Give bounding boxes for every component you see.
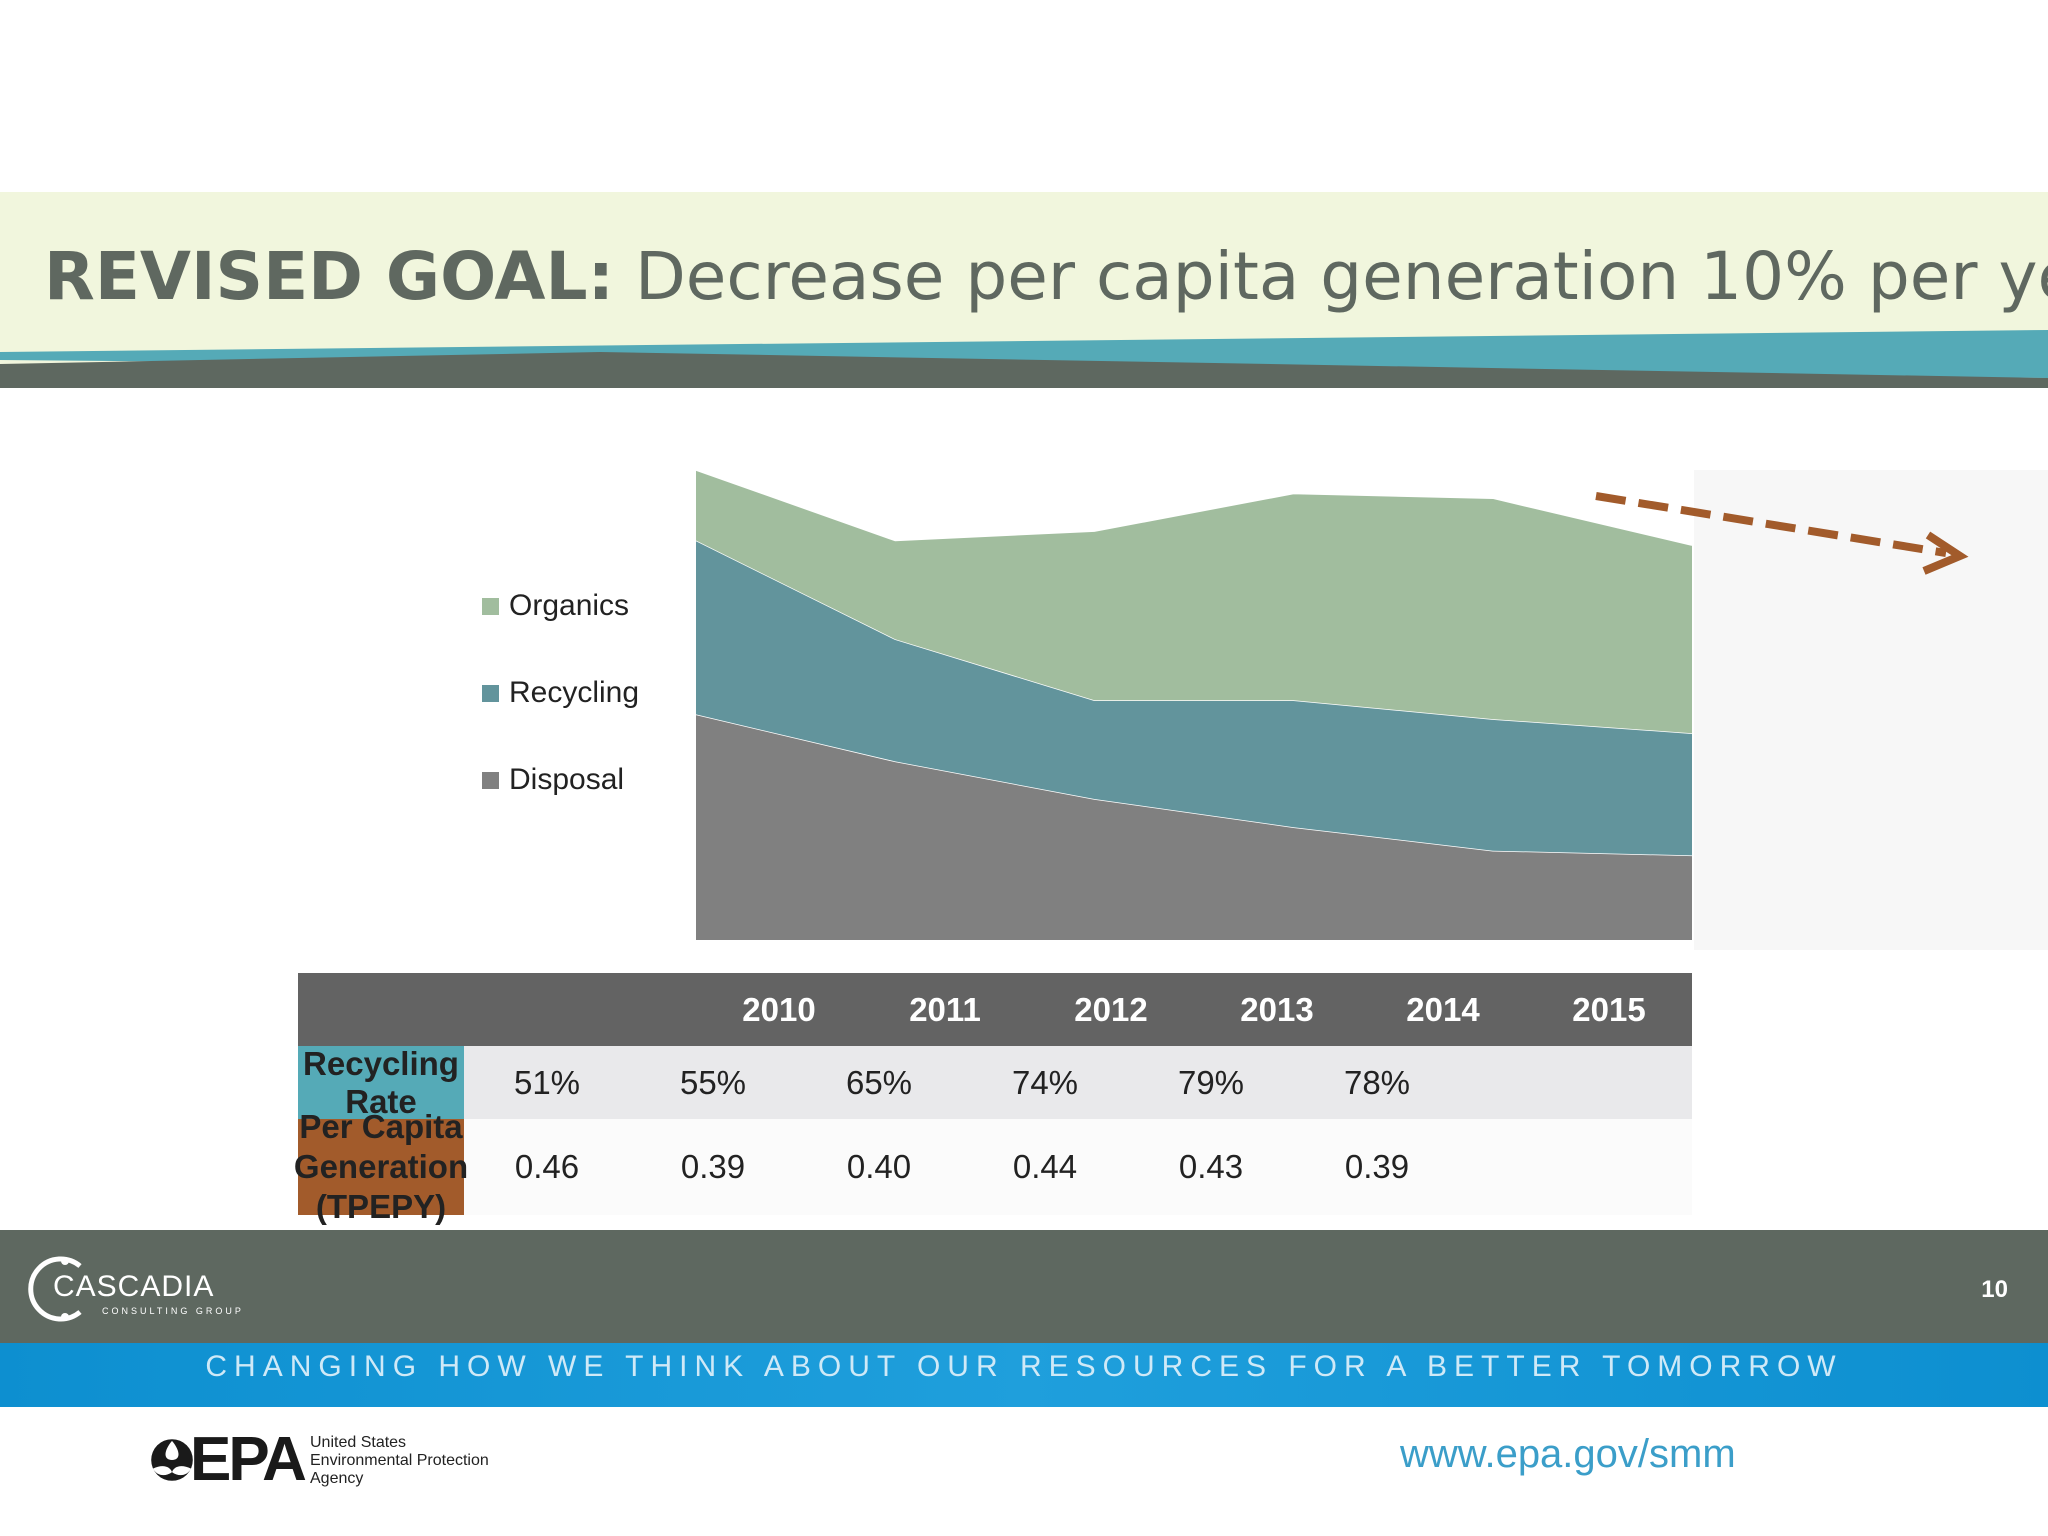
table-cell: 51% [513,1063,581,1101]
epa-url-link[interactable]: www.epa.gov/smm [1400,1432,1736,1476]
table-cell: 0.40 [846,1148,912,1185]
table-cell: 0.43 [1178,1148,1244,1185]
per-capita-label-line2: (TPEPY) [315,1188,447,1225]
legend-label-organics: Organics [509,589,630,622]
cascadia-name: CASCADIA [53,1270,215,1303]
table-header-year: 2013 [1240,990,1314,1028]
tagline-band [0,1343,2048,1407]
per-capita-label-line1: Per Capita Generation [293,1108,469,1185]
table-row-recycling-rate: Recycling Rate 51% 55% 65% 74% 79% 78% [298,1045,1692,1120]
legend-label-recycling: Recycling [509,676,640,709]
epa-agency-text: United States Environmental Protection A… [310,1434,489,1488]
legend-item-disposal: Disposal [482,760,624,800]
legend-swatch-disposal [482,771,499,789]
legend-item-organics: Organics [482,586,629,626]
legend-label-disposal: Disposal [509,763,625,796]
table-header-year: 2015 [1572,990,1646,1028]
table-cell: 79% [1177,1063,1245,1101]
table-cell: 0.44 [1012,1148,1078,1185]
table-header-year: 2010 [742,990,816,1028]
title-bold: REVISED GOAL: [44,238,614,315]
area-series-recycling [696,540,1692,856]
legend-item-recycling: Recycling [482,673,639,713]
epa-flower-icon [151,1439,193,1481]
table-cell: 0.39 [680,1148,746,1185]
area-edge-organics [695,470,1693,546]
header-stripes [0,330,2048,388]
cascadia-subtitle: CONSULTING GROUP [102,1306,244,1316]
table-cell: 0.39 [1344,1148,1410,1185]
epa-agency-line3: Agency [310,1470,364,1487]
table-row-per-capita: Per Capita Generation (TPEPY) 0.46 0.39 … [294,1108,1692,1225]
per-capita-label: Per Capita Generation (TPEPY) [294,1108,468,1225]
table-cell: 74% [1011,1063,1079,1101]
table-header-row: 2010 2011 2012 2013 2014 2015 [298,973,1692,1046]
area-series-organics [696,470,1692,734]
stacked-area-chart [695,470,1969,940]
tagline: CHANGING HOW WE THINK ABOUT OUR RESOURCE… [205,1350,1843,1383]
trend-arrow-line [1595,492,1947,557]
epa-wordmark: EPA [190,1425,307,1494]
table-header-year: 2011 [909,990,981,1028]
epa-agency-line1: United States [310,1434,407,1451]
table-header-year: 2014 [1406,990,1480,1028]
data-table: 2010 2011 2012 2013 2014 2015 Recycling … [294,973,1692,1225]
table-cell: 78% [1343,1063,1411,1101]
page-number: 10 [1981,1276,2008,1303]
footer-band [0,1230,2048,1343]
slide-title: REVISED GOAL: Decrease per capita genera… [44,238,2048,315]
cascadia-logo-icon [28,1256,82,1322]
table-cell: 55% [679,1063,747,1101]
table-cell: 0.46 [514,1148,580,1185]
recycling-rate-label: Recycling Rate [298,1045,464,1120]
epa-agency-line2: Environmental Protection [310,1452,489,1469]
trend-arrow-head [1922,531,1969,575]
legend-swatch-recycling [482,684,499,702]
title-rest: Decrease per capita generation 10% per y… [613,238,2048,315]
chart-right-background [1694,470,2048,950]
table-cell: 65% [845,1063,913,1101]
legend-swatch-organics [482,597,499,615]
table-header-empty [298,973,696,1046]
table-header-year: 2012 [1074,990,1148,1028]
